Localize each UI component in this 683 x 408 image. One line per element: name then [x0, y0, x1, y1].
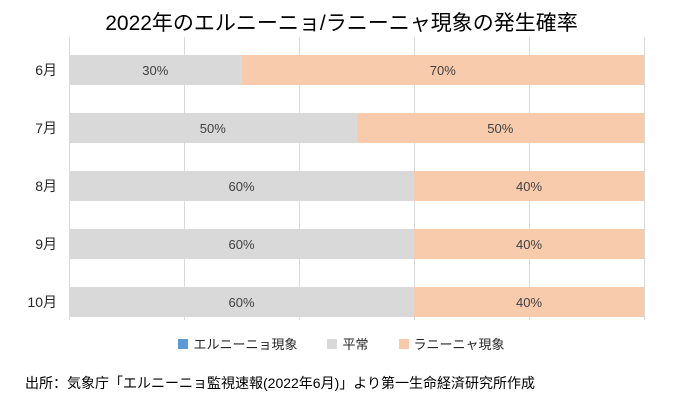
bar-value-label: 60% [228, 236, 255, 252]
bar-value-label: 50% [487, 120, 514, 136]
category-label-2: 7月 [35, 120, 57, 136]
bar-value-label: 40% [515, 178, 543, 194]
bar-value-label: 60% [228, 178, 255, 194]
gridline-100 [644, 37, 645, 320]
legend-label-lanina: ラニーニャ現象 [413, 337, 505, 352]
bar-segment-lanina: 40% [414, 287, 644, 317]
source-note: 出所：気象庁「エルニーニョ監視速報(2022年6月)」より第一生命経済研究所作成 [25, 375, 535, 391]
category-label-1: 6月 [35, 62, 57, 78]
bar-segment-normal: 60% [69, 171, 414, 201]
bar-segment-lanina: 40% [414, 171, 644, 201]
legend-swatch-elnino [178, 338, 189, 349]
bar-row-6月: 30% 70% [69, 55, 644, 85]
bar-segment-lanina: 50% [356, 113, 644, 143]
bar-segment-normal: 60% [69, 229, 414, 259]
legend-swatch-lanina [398, 338, 409, 349]
category-label-5: 10月 [27, 294, 57, 310]
bar-value-label: 60% [228, 294, 255, 310]
bar-row-9月: 60% 40% [69, 229, 644, 259]
bar-row-7月: 50% 50% [69, 113, 644, 143]
bar-segment-normal: 30% [69, 55, 242, 85]
legend-swatch-normal [327, 338, 338, 349]
category-label-3: 8月 [35, 178, 57, 194]
bar-row-10月: 60% 40% [69, 287, 644, 317]
plot-area: 30% 70% 50% 50% 60% 40% 60% 40% 60% 40% [69, 37, 645, 320]
legend-item-lanina: ラニーニャ現象 [398, 334, 505, 353]
bar-segment-normal: 60% [69, 287, 414, 317]
legend-item-elnino: エルニーニョ現象 [178, 334, 297, 353]
bar-segment-normal: 50% [69, 113, 357, 143]
category-label-4: 9月 [35, 236, 57, 252]
legend-item-normal: 平常 [327, 334, 369, 353]
bar-value-label: 70% [429, 62, 456, 78]
chart-legend: エルニーニョ現象 平常 ラニーニャ現象 [0, 334, 683, 353]
legend-label-normal: 平常 [342, 337, 369, 352]
bar-segment-lanina: 40% [414, 229, 644, 259]
bar-row-8月: 60% 40% [69, 171, 644, 201]
bar-value-label: 40% [515, 294, 543, 310]
bar-segment-lanina: 70% [241, 55, 644, 85]
chart-title: 2022年のエルニーニョ/ラニーニャ現象の発生確率 [105, 12, 578, 35]
bar-value-label: 50% [199, 120, 226, 136]
bar-value-label: 30% [142, 62, 169, 78]
legend-label-elnino: エルニーニョ現象 [193, 337, 298, 352]
bar-value-label: 40% [515, 236, 543, 252]
